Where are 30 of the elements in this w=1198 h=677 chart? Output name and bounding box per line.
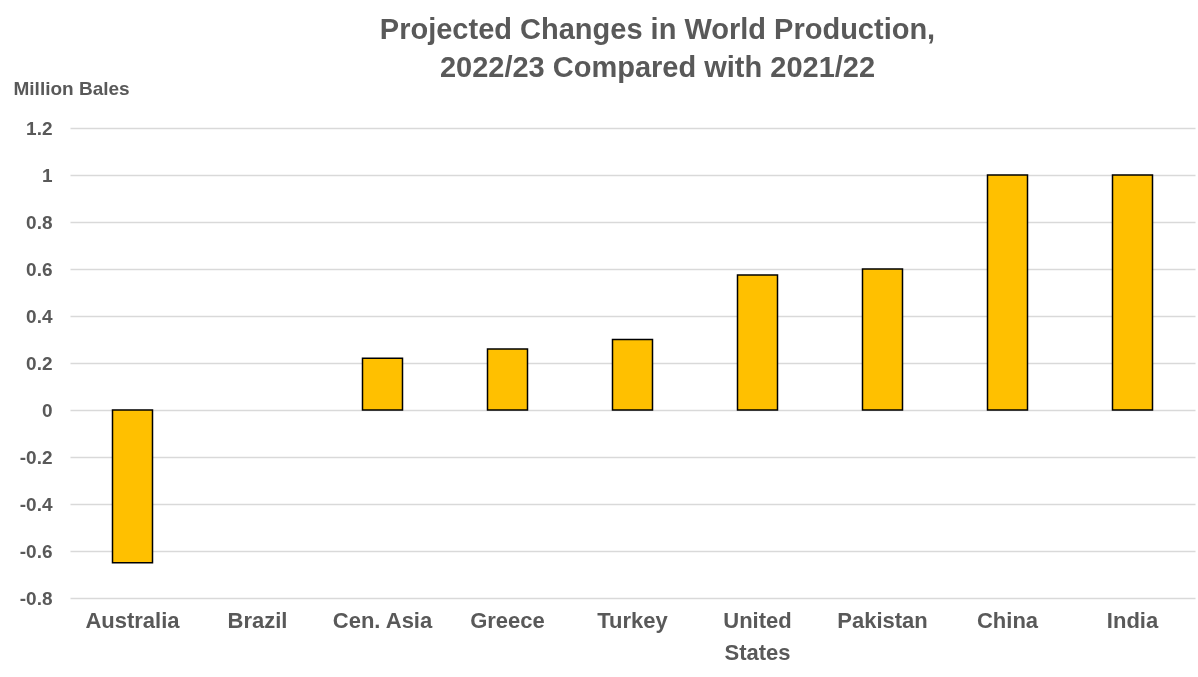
y-tick-label: 1.2	[26, 117, 53, 139]
bar	[1111, 174, 1154, 411]
x-tick-label: Australia	[85, 607, 181, 633]
bar	[861, 268, 904, 411]
x-tick-label: China	[976, 607, 1039, 633]
y-tick-label: 0	[41, 399, 53, 421]
x-tick-label: Greece	[470, 607, 545, 633]
bar	[486, 348, 529, 411]
bar	[361, 357, 404, 411]
y-tick-label: 1	[41, 164, 53, 186]
y-axis-title: Million Bales	[13, 77, 130, 99]
x-tick-label: Turkey	[597, 607, 669, 633]
y-tick-label: 0.4	[26, 305, 53, 327]
y-tick-label: -0.8	[19, 587, 53, 609]
x-tick-label: Pakistan	[837, 607, 928, 633]
y-tick-label: -0.4	[19, 493, 53, 515]
y-tick-label: -0.2	[19, 446, 53, 468]
y-tick-label: 0.2	[26, 352, 53, 374]
x-tick-label: Cen. Asia	[332, 607, 433, 633]
bar	[611, 338, 654, 411]
bar	[986, 174, 1029, 411]
y-tick-label: 0.8	[26, 211, 53, 233]
y-tick-label: -0.6	[19, 540, 53, 562]
bar	[111, 409, 154, 564]
chart-title: Projected Changes in World Production, 2022/23 Compared with 2021/22	[379, 13, 936, 83]
x-tick-label: United States	[723, 607, 792, 665]
y-tick-label: 0.6	[26, 258, 53, 280]
bar	[736, 274, 779, 411]
x-tick-label: Brazil	[227, 607, 288, 633]
x-tick-label: India	[1106, 607, 1159, 633]
